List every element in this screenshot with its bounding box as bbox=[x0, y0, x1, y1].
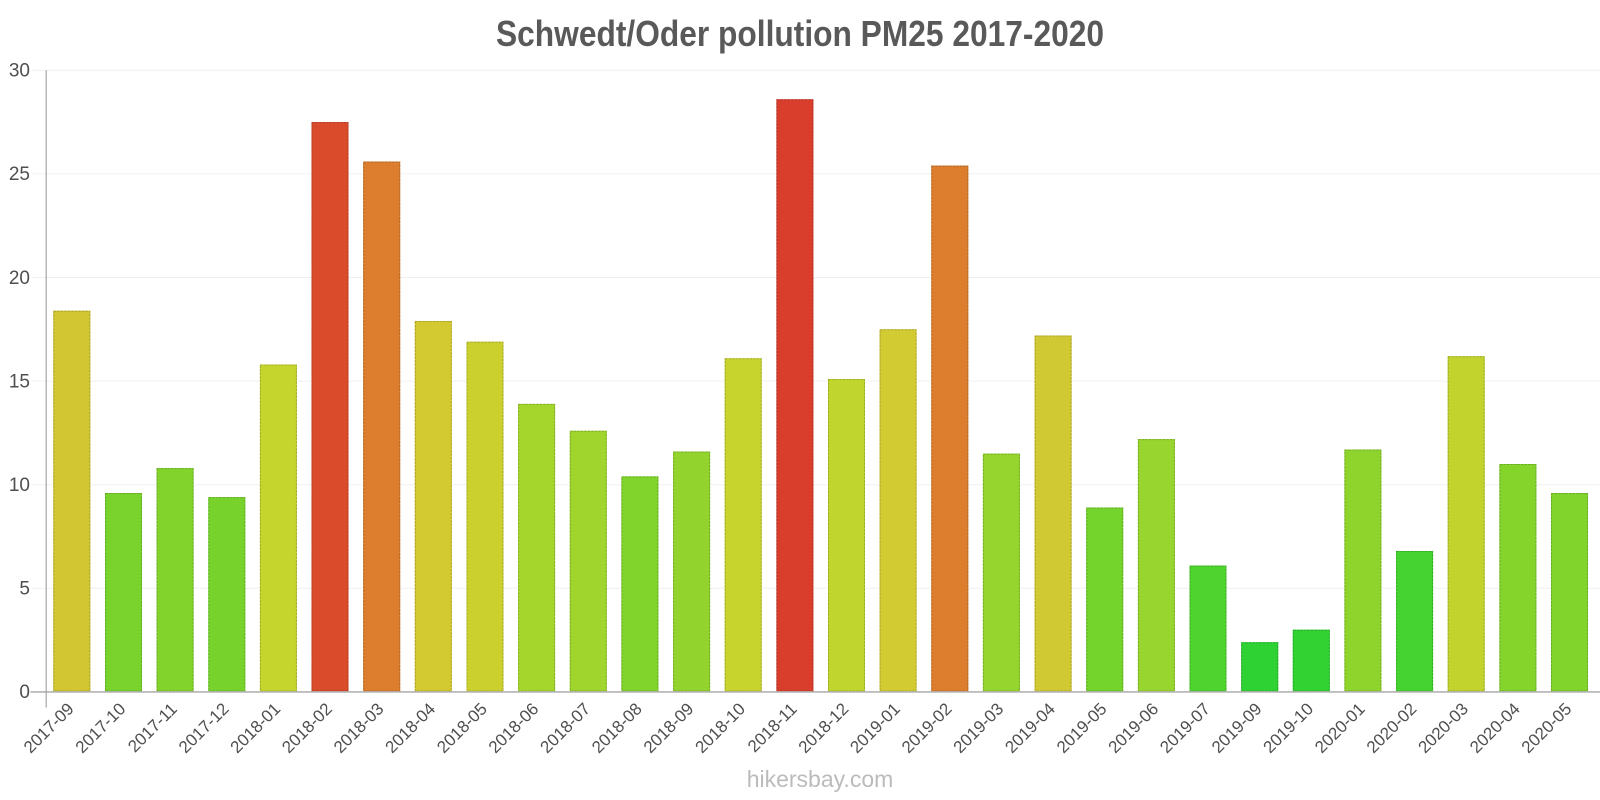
svg-text:5: 5 bbox=[19, 579, 30, 600]
svg-text:0: 0 bbox=[19, 682, 30, 703]
svg-text:Schwedt/Oder pollution PM25 20: Schwedt/Oder pollution PM25 2017-2020 bbox=[496, 13, 1104, 54]
svg-text:20: 20 bbox=[9, 268, 30, 289]
svg-text:30: 30 bbox=[9, 61, 30, 82]
svg-text:15: 15 bbox=[9, 371, 30, 392]
svg-text:10: 10 bbox=[9, 475, 30, 496]
svg-text:hikersbay.com: hikersbay.com bbox=[747, 766, 894, 792]
svg-text:25: 25 bbox=[9, 164, 30, 185]
